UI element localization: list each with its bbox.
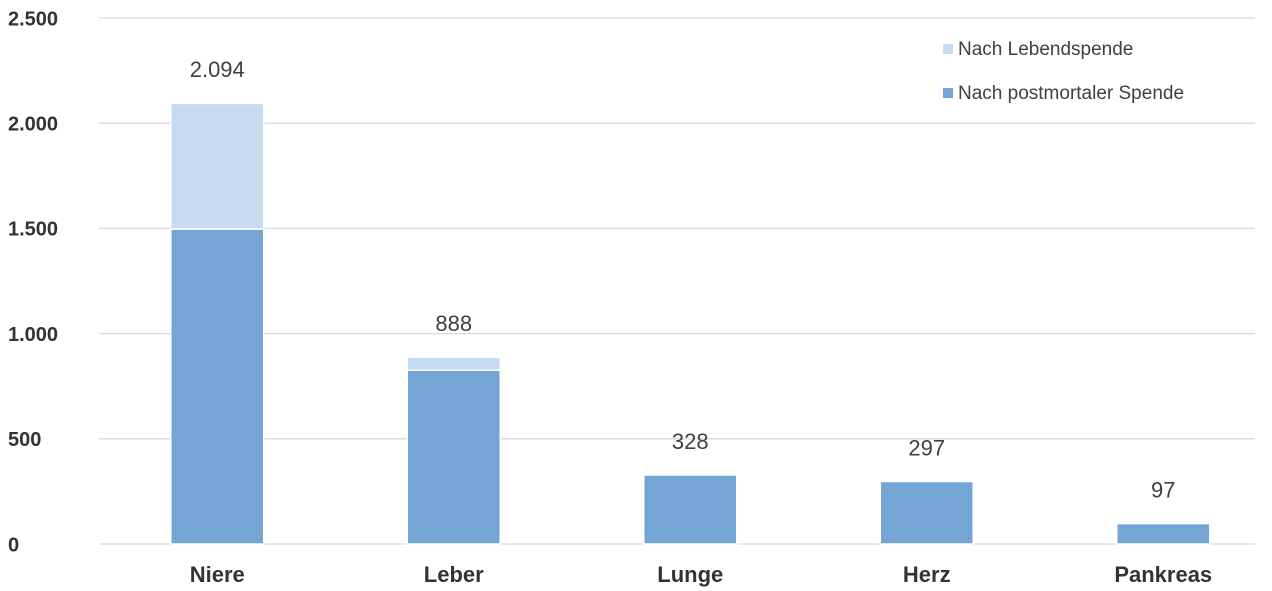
y-tick-label: 500 bbox=[8, 429, 41, 451]
legend-swatch bbox=[943, 88, 953, 98]
legend-label: Nach postmortaler Spende bbox=[958, 83, 1184, 104]
bar-segment bbox=[1116, 522, 1211, 545]
bar-segment bbox=[170, 228, 265, 545]
bar-segment bbox=[643, 474, 738, 545]
total-label: 328 bbox=[672, 429, 709, 454]
y-tick-label: 0 bbox=[8, 534, 19, 556]
bar-segment bbox=[406, 356, 501, 371]
x-tick-label: Pankreas bbox=[1114, 562, 1212, 587]
x-tick-label: Herz bbox=[903, 562, 951, 587]
y-tick-label: 2.500 bbox=[8, 8, 58, 30]
x-tick-label: Niere bbox=[190, 562, 245, 587]
legend-swatch bbox=[943, 44, 953, 54]
total-label: 97 bbox=[1151, 477, 1175, 502]
total-label: 2.094 bbox=[190, 57, 245, 82]
y-tick-label: 1.500 bbox=[8, 219, 58, 241]
total-label: 297 bbox=[908, 435, 945, 460]
bar-segment bbox=[879, 480, 974, 545]
total-label: 888 bbox=[435, 311, 472, 336]
x-tick-label: Leber bbox=[424, 562, 484, 587]
x-tick-label: Lunge bbox=[657, 562, 723, 587]
y-tick-label: 1.000 bbox=[8, 324, 58, 346]
legend-label: Nach Lebendspende bbox=[958, 39, 1133, 60]
bar-segment bbox=[406, 369, 501, 545]
bar-segment bbox=[170, 102, 265, 230]
y-tick-label: 2.000 bbox=[8, 113, 58, 135]
